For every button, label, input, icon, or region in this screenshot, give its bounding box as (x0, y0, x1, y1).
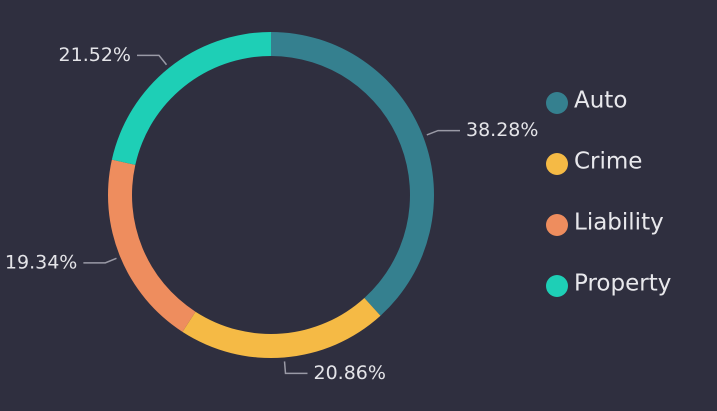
donut-segment (111, 31, 271, 165)
legend-label: Property (574, 271, 671, 297)
leader-line (136, 54, 168, 66)
leader-line (283, 361, 308, 375)
legend-marker (546, 153, 568, 175)
donut-segment (182, 297, 381, 359)
legend-marker (546, 214, 568, 236)
legend-label: Liability (574, 210, 664, 236)
legend-label: Auto (574, 88, 627, 114)
legend-label: Crime (574, 149, 642, 175)
legend-marker (546, 275, 568, 297)
data-label: 38.28% (466, 119, 538, 141)
data-label: 20.86% (313, 362, 385, 384)
donut-segment (107, 159, 196, 332)
legend-marker (546, 92, 568, 114)
data-label: 21.52% (59, 44, 131, 66)
data-label: 19.34% (5, 251, 77, 273)
leader-line (426, 129, 461, 136)
donut-segment (271, 32, 434, 316)
leader-line (83, 257, 117, 264)
